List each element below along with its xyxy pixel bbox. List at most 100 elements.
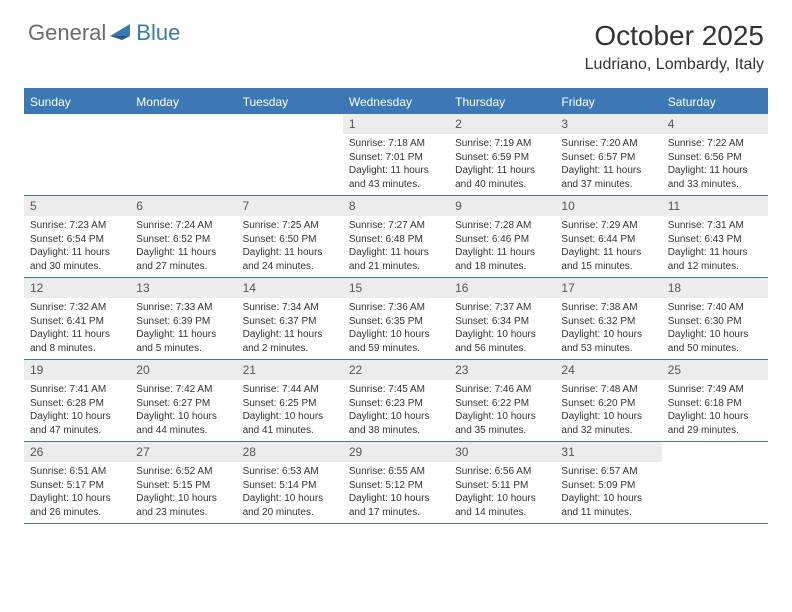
day-body: Sunrise: 7:25 AMSunset: 6:50 PMDaylight:…	[237, 216, 343, 273]
sunrise-line: Sunrise: 7:36 AM	[349, 301, 443, 315]
day-body: Sunrise: 6:56 AMSunset: 5:11 PMDaylight:…	[449, 462, 555, 519]
day-cell: 30Sunrise: 6:56 AMSunset: 5:11 PMDayligh…	[449, 442, 555, 523]
daylight-line: Daylight: 10 hours and 41 minutes.	[243, 410, 337, 437]
sunrise-line: Sunrise: 7:33 AM	[136, 301, 230, 315]
daylight-line: Daylight: 10 hours and 56 minutes.	[455, 328, 549, 355]
sunrise-line: Sunrise: 7:22 AM	[668, 137, 762, 151]
sunrise-line: Sunrise: 7:18 AM	[349, 137, 443, 151]
day-body: Sunrise: 7:20 AMSunset: 6:57 PMDaylight:…	[555, 134, 661, 191]
day-body: Sunrise: 7:18 AMSunset: 7:01 PMDaylight:…	[343, 134, 449, 191]
sunset-line: Sunset: 6:50 PM	[243, 233, 337, 247]
weekday-header: Monday	[130, 90, 236, 114]
day-cell: 11Sunrise: 7:31 AMSunset: 6:43 PMDayligh…	[662, 196, 768, 277]
day-body: Sunrise: 7:48 AMSunset: 6:20 PMDaylight:…	[555, 380, 661, 437]
day-number: 3	[555, 114, 661, 134]
day-body: Sunrise: 7:41 AMSunset: 6:28 PMDaylight:…	[24, 380, 130, 437]
sunrise-line: Sunrise: 7:25 AM	[243, 219, 337, 233]
sunrise-line: Sunrise: 6:55 AM	[349, 465, 443, 479]
day-cell: 5Sunrise: 7:23 AMSunset: 6:54 PMDaylight…	[24, 196, 130, 277]
sunrise-line: Sunrise: 7:32 AM	[30, 301, 124, 315]
day-number: 11	[662, 196, 768, 216]
day-body: Sunrise: 6:51 AMSunset: 5:17 PMDaylight:…	[24, 462, 130, 519]
sunrise-line: Sunrise: 6:56 AM	[455, 465, 549, 479]
day-body: Sunrise: 7:29 AMSunset: 6:44 PMDaylight:…	[555, 216, 661, 273]
daylight-line: Daylight: 11 hours and 2 minutes.	[243, 328, 337, 355]
day-cell: 17Sunrise: 7:38 AMSunset: 6:32 PMDayligh…	[555, 278, 661, 359]
daylight-line: Daylight: 10 hours and 53 minutes.	[561, 328, 655, 355]
day-number: 25	[662, 360, 768, 380]
sunrise-line: Sunrise: 7:31 AM	[668, 219, 762, 233]
day-cell: 18Sunrise: 7:40 AMSunset: 6:30 PMDayligh…	[662, 278, 768, 359]
daylight-line: Daylight: 11 hours and 24 minutes.	[243, 246, 337, 273]
day-number: 27	[130, 442, 236, 462]
sunset-line: Sunset: 6:25 PM	[243, 397, 337, 411]
day-number: 19	[24, 360, 130, 380]
daylight-line: Daylight: 11 hours and 43 minutes.	[349, 164, 443, 191]
day-cell: 25Sunrise: 7:49 AMSunset: 6:18 PMDayligh…	[662, 360, 768, 441]
sunrise-line: Sunrise: 6:52 AM	[136, 465, 230, 479]
day-cell: 12Sunrise: 7:32 AMSunset: 6:41 PMDayligh…	[24, 278, 130, 359]
day-body: Sunrise: 7:34 AMSunset: 6:37 PMDaylight:…	[237, 298, 343, 355]
day-number: 1	[343, 114, 449, 134]
day-cell: 1Sunrise: 7:18 AMSunset: 7:01 PMDaylight…	[343, 114, 449, 195]
day-body: Sunrise: 6:53 AMSunset: 5:14 PMDaylight:…	[237, 462, 343, 519]
sunrise-line: Sunrise: 7:28 AM	[455, 219, 549, 233]
day-number: 14	[237, 278, 343, 298]
sunset-line: Sunset: 6:34 PM	[455, 315, 549, 329]
sunrise-line: Sunrise: 7:37 AM	[455, 301, 549, 315]
day-number: 5	[24, 196, 130, 216]
day-number: 16	[449, 278, 555, 298]
day-cell: 23Sunrise: 7:46 AMSunset: 6:22 PMDayligh…	[449, 360, 555, 441]
daylight-line: Daylight: 11 hours and 15 minutes.	[561, 246, 655, 273]
sunrise-line: Sunrise: 7:46 AM	[455, 383, 549, 397]
week-row: 1Sunrise: 7:18 AMSunset: 7:01 PMDaylight…	[24, 114, 768, 196]
day-number: 20	[130, 360, 236, 380]
sunset-line: Sunset: 6:57 PM	[561, 151, 655, 165]
daylight-line: Daylight: 10 hours and 26 minutes.	[30, 492, 124, 519]
day-cell: 20Sunrise: 7:42 AMSunset: 6:27 PMDayligh…	[130, 360, 236, 441]
day-number: 4	[662, 114, 768, 134]
sunrise-line: Sunrise: 7:49 AM	[668, 383, 762, 397]
daylight-line: Daylight: 10 hours and 35 minutes.	[455, 410, 549, 437]
sunset-line: Sunset: 6:52 PM	[136, 233, 230, 247]
sunset-line: Sunset: 5:11 PM	[455, 479, 549, 493]
day-cell: 21Sunrise: 7:44 AMSunset: 6:25 PMDayligh…	[237, 360, 343, 441]
day-number: 6	[130, 196, 236, 216]
day-body: Sunrise: 6:52 AMSunset: 5:15 PMDaylight:…	[130, 462, 236, 519]
day-body: Sunrise: 7:33 AMSunset: 6:39 PMDaylight:…	[130, 298, 236, 355]
sunrise-line: Sunrise: 7:38 AM	[561, 301, 655, 315]
daylight-line: Daylight: 11 hours and 27 minutes.	[136, 246, 230, 273]
weekday-header: Tuesday	[237, 90, 343, 114]
day-cell: 26Sunrise: 6:51 AMSunset: 5:17 PMDayligh…	[24, 442, 130, 523]
day-body: Sunrise: 7:24 AMSunset: 6:52 PMDaylight:…	[130, 216, 236, 273]
day-number: 9	[449, 196, 555, 216]
sunset-line: Sunset: 6:41 PM	[30, 315, 124, 329]
day-number: 28	[237, 442, 343, 462]
day-body: Sunrise: 7:28 AMSunset: 6:46 PMDaylight:…	[449, 216, 555, 273]
day-cell: 9Sunrise: 7:28 AMSunset: 6:46 PMDaylight…	[449, 196, 555, 277]
sunrise-line: Sunrise: 6:51 AM	[30, 465, 124, 479]
day-cell: 31Sunrise: 6:57 AMSunset: 5:09 PMDayligh…	[555, 442, 661, 523]
daylight-line: Daylight: 10 hours and 38 minutes.	[349, 410, 443, 437]
sunrise-line: Sunrise: 7:44 AM	[243, 383, 337, 397]
day-number: 15	[343, 278, 449, 298]
daylight-line: Daylight: 11 hours and 18 minutes.	[455, 246, 549, 273]
day-body: Sunrise: 7:36 AMSunset: 6:35 PMDaylight:…	[343, 298, 449, 355]
sunset-line: Sunset: 6:22 PM	[455, 397, 549, 411]
day-number: 10	[555, 196, 661, 216]
day-cell: 14Sunrise: 7:34 AMSunset: 6:37 PMDayligh…	[237, 278, 343, 359]
day-body: Sunrise: 7:31 AMSunset: 6:43 PMDaylight:…	[662, 216, 768, 273]
weekday-header-row: SundayMondayTuesdayWednesdayThursdayFrid…	[24, 90, 768, 114]
day-number: 31	[555, 442, 661, 462]
day-body: Sunrise: 7:19 AMSunset: 6:59 PMDaylight:…	[449, 134, 555, 191]
weekday-header: Wednesday	[343, 90, 449, 114]
daylight-line: Daylight: 10 hours and 29 minutes.	[668, 410, 762, 437]
day-cell: 7Sunrise: 7:25 AMSunset: 6:50 PMDaylight…	[237, 196, 343, 277]
logo-triangle-icon	[110, 22, 134, 45]
title-block: October 2025 Ludriano, Lombardy, Italy	[585, 20, 764, 74]
day-body: Sunrise: 7:37 AMSunset: 6:34 PMDaylight:…	[449, 298, 555, 355]
day-cell	[24, 114, 130, 195]
day-cell	[662, 442, 768, 523]
sunrise-line: Sunrise: 7:45 AM	[349, 383, 443, 397]
location: Ludriano, Lombardy, Italy	[585, 56, 764, 74]
